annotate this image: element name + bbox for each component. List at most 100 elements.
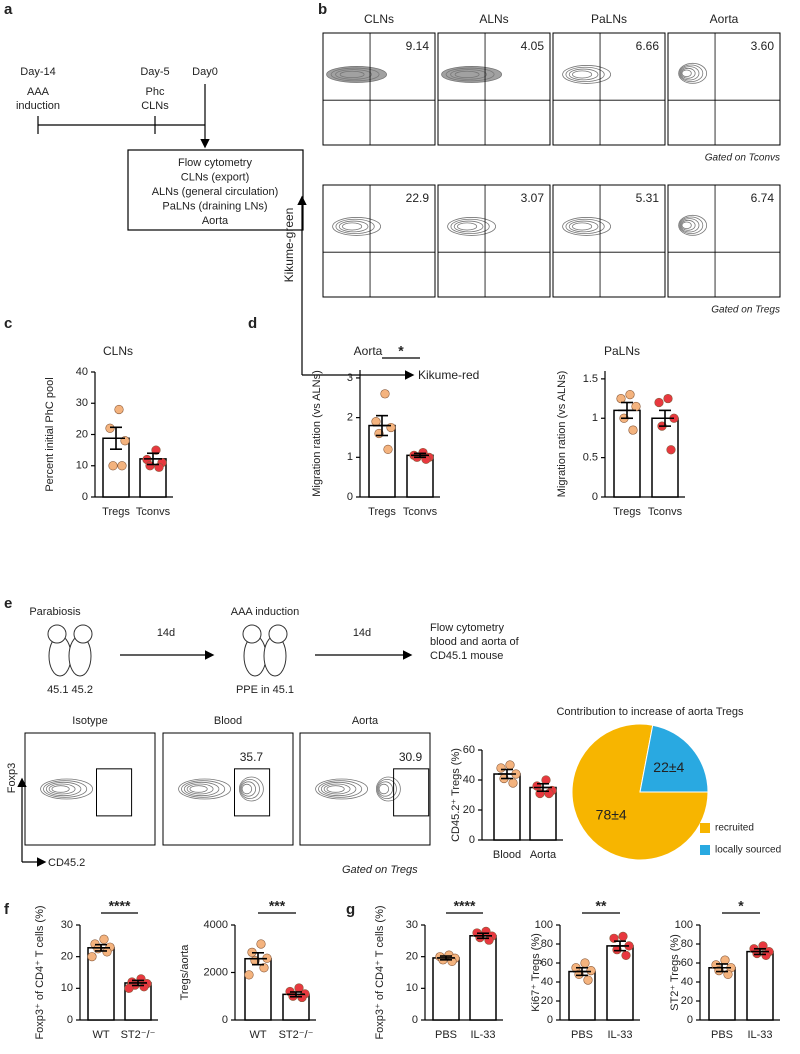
y-tick-label: 40	[541, 976, 553, 988]
contour	[375, 776, 401, 802]
column-header: Aorta	[710, 12, 739, 26]
contour	[565, 66, 605, 83]
y-tick-label: 3	[347, 372, 353, 384]
flow-plot	[24, 732, 156, 846]
contour	[326, 66, 388, 83]
contour	[457, 222, 478, 231]
contour	[454, 70, 480, 79]
data-point	[108, 461, 118, 471]
timepoint-event: CLNs	[141, 100, 169, 112]
gate-value: 4.05	[521, 39, 545, 53]
gate-value: 6.74	[751, 191, 775, 205]
flow-plot	[322, 32, 436, 146]
contour	[572, 70, 593, 79]
contour	[45, 781, 82, 797]
y-tick-label: 10	[61, 982, 73, 994]
y-tick-label: 100	[535, 919, 553, 931]
pie-label: 78±4	[596, 807, 627, 823]
contour	[679, 216, 704, 235]
x-tick-label: Tregs	[102, 506, 130, 518]
readout-box	[127, 149, 304, 231]
contour	[568, 68, 599, 81]
contour	[453, 220, 484, 233]
data-point	[145, 461, 155, 471]
gate-label: Gated on Tregs	[342, 864, 418, 876]
y-axis-label: Migration ration (vs ALNs)	[311, 370, 323, 497]
data-point	[259, 963, 269, 973]
flow-plot	[437, 32, 551, 146]
gate	[393, 768, 430, 817]
x-tick-label: IL-33	[747, 1029, 772, 1041]
y-tick-label: 20	[681, 995, 693, 1007]
y-tick-label: 1.5	[583, 373, 598, 385]
y-tick-label: 100	[675, 919, 693, 931]
contour	[335, 69, 373, 80]
y-tick-label: 40	[681, 976, 693, 988]
gate-value: 22.9	[406, 191, 430, 205]
chart-title: Contribution to increase of aorta Tregs	[556, 706, 744, 718]
y-axis-label: ST2⁺ Tregs (%)	[669, 934, 681, 1011]
panel-label: d	[248, 315, 257, 332]
y-axis-label: Ki67⁺ Tregs (%)	[530, 933, 542, 1012]
readout-text: CLNs (export)	[181, 171, 249, 183]
scheme-text: 14d	[157, 627, 175, 639]
error-bar	[129, 979, 147, 987]
timepoint-day: Day0	[192, 66, 218, 78]
flow-title: Aorta	[352, 715, 379, 727]
flow-plot	[162, 732, 294, 846]
contour	[441, 66, 503, 83]
contour	[678, 62, 708, 84]
panel-label: a	[4, 1, 13, 18]
gate-label: Gated on Tconvs	[705, 153, 780, 164]
chart-title: CLNs	[103, 344, 133, 358]
y-tick-label: 10	[406, 982, 418, 994]
flow-title: Blood	[214, 715, 242, 727]
readout-text: Flow cytometry	[178, 157, 252, 169]
flow-plot	[552, 32, 666, 146]
contour	[681, 221, 692, 230]
x-tick-label: Blood	[493, 849, 521, 861]
y-tick-label: 30	[61, 919, 73, 931]
contour	[377, 781, 393, 797]
data-point	[102, 947, 112, 957]
contour	[335, 218, 375, 235]
data-point	[114, 404, 124, 415]
scheme-text: AAA induction	[231, 606, 300, 618]
chart-title: Aorta	[354, 344, 383, 358]
y-tick-label: 20	[61, 951, 73, 963]
contour	[450, 69, 488, 80]
significance: **	[596, 898, 607, 914]
x-tick-label: Aorta	[530, 849, 557, 861]
contour	[318, 780, 363, 798]
flow-plot	[322, 184, 436, 298]
timepoint-day: Day-5	[140, 66, 169, 78]
y-axis-label: CD45.2⁺ Tregs (%)	[450, 748, 462, 842]
bar	[651, 417, 679, 498]
contour	[241, 783, 253, 795]
x-tick-label: Tregs	[613, 506, 641, 518]
y-tick-label: 40	[76, 366, 88, 378]
scheme-text: PPE in 45.1	[236, 684, 294, 696]
contour	[178, 778, 232, 800]
gate	[96, 768, 133, 817]
timepoint-event: AAA	[27, 86, 50, 98]
contour	[189, 785, 208, 793]
contour	[43, 780, 88, 798]
gate-value: 30.9	[399, 750, 423, 764]
x-tick-label: PBS	[571, 1029, 593, 1041]
contour	[181, 780, 226, 798]
error-bar	[474, 932, 492, 940]
x-tick-label: PBS	[435, 1029, 457, 1041]
data-point	[151, 445, 161, 455]
data-point	[583, 975, 593, 985]
readout-text: Aorta	[202, 215, 229, 227]
contour	[450, 218, 490, 235]
gate-value: 35.7	[240, 750, 264, 764]
contour	[681, 69, 692, 78]
data-point	[124, 983, 134, 993]
contour	[679, 64, 704, 83]
y-tick-label: 20	[76, 428, 88, 440]
data-point	[244, 970, 254, 980]
legend-label: recruited	[715, 823, 754, 834]
y-tick-label: 60	[541, 957, 553, 969]
